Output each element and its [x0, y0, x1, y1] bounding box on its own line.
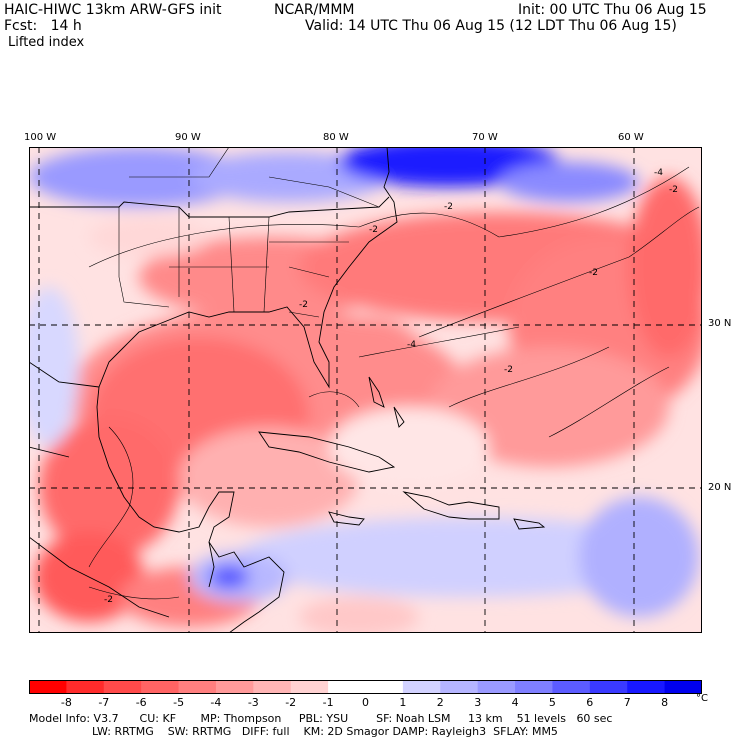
contour-label: -2: [104, 595, 113, 605]
colorbar-cell: [664, 680, 702, 694]
contour-label: -2: [444, 202, 453, 212]
colorbar-cell: [141, 680, 180, 694]
contour-label: -4: [407, 340, 416, 350]
colorbar-cell: [589, 680, 628, 694]
contour-label: -2: [299, 300, 308, 310]
colorbar-tick-label: 1: [399, 696, 407, 709]
colorbar-tick-label: -1: [322, 696, 334, 709]
init-time: Init: 00 UTC Thu 06 Aug 15: [518, 2, 707, 18]
model-title: HAIC-HIWC 13km ARW-GFS init: [4, 2, 222, 18]
lon-label-80w: 80 W: [323, 132, 349, 143]
colorbar-unit: °C: [696, 693, 708, 704]
colorbar-tick-label: -2: [285, 696, 297, 709]
state-borders: [118, 147, 380, 318]
model-info-line1: Model Info: V3.7 CU: KF MP: Thompson PBL…: [29, 712, 613, 725]
colorbar-tick-label: -8: [60, 696, 72, 709]
lat-label-30n: 30 N: [708, 318, 732, 329]
colorbar-cell: [66, 680, 105, 694]
colorbar-tick-label: -6: [135, 696, 147, 709]
lon-label-100w: 100 W: [24, 132, 57, 143]
lon-label-60w: 60 W: [618, 132, 644, 143]
valid-time: Valid: 14 UTC Thu 06 Aug 15 (12 LDT Thu …: [305, 18, 677, 34]
colorbar-cell: [627, 680, 666, 694]
forecast-hour: Fcst: 14 h: [4, 18, 82, 34]
colorbar-tick-label: -4: [210, 696, 222, 709]
colorbar-cell: [552, 680, 591, 694]
contour-label: -4: [654, 168, 663, 178]
org-label: NCAR/MMM: [274, 2, 355, 18]
colorbar-tick-label: 8: [661, 696, 669, 709]
colorbar-cell: [103, 680, 142, 694]
colorbar-cell: [328, 680, 366, 694]
field-name: Lifted index: [8, 35, 85, 50]
field-shading: [29, 147, 702, 633]
contour-label-group: -2 -2 -2 -2 -4 -2 -2 -4 -2: [104, 168, 678, 605]
contour-label: -2: [504, 365, 513, 375]
colorbar-cell: [178, 680, 217, 694]
graticule: [29, 147, 702, 633]
lat-label-20n: 20 N: [708, 482, 732, 493]
colorbar: [29, 680, 702, 694]
colorbar-tick-label: 6: [586, 696, 594, 709]
contour-lines: [88, 166, 700, 600]
lifted-index-map: -2 -2 -2 -2 -4 -2 -2 -4 -2: [29, 147, 702, 633]
colorbar-tick-label: -7: [98, 696, 110, 709]
colorbar-tick-label: 4: [511, 696, 519, 709]
contour-label: -2: [669, 185, 678, 195]
colorbar-cell: [290, 680, 329, 694]
contour-label: -2: [369, 225, 378, 235]
lon-label-70w: 70 W: [472, 132, 498, 143]
colorbar-cell: [253, 680, 292, 694]
model-info-line2: LW: RRTMG SW: RRTMG DIFF: full KM: 2D Sm…: [29, 725, 558, 738]
colorbar-tick-label: 7: [623, 696, 631, 709]
map-frame: [29, 147, 702, 633]
contour-label: -2: [589, 268, 598, 278]
colorbar-cell: [365, 680, 404, 694]
colorbar-cell: [440, 680, 479, 694]
colorbar-cell: [29, 680, 67, 694]
colorbar-tick-label: -3: [247, 696, 259, 709]
lon-label-90w: 90 W: [175, 132, 201, 143]
colorbar-cell: [215, 680, 254, 694]
colorbar-tick-label: 5: [548, 696, 556, 709]
colorbar-cell: [515, 680, 553, 694]
colorbar-tick-label: 3: [474, 696, 482, 709]
colorbar-cell: [402, 680, 441, 694]
colorbar-tick-label: -5: [173, 696, 185, 709]
colorbar-cell: [477, 680, 516, 694]
colorbar-tick-label: 0: [362, 696, 369, 709]
colorbar-tick-label: 2: [436, 696, 444, 709]
